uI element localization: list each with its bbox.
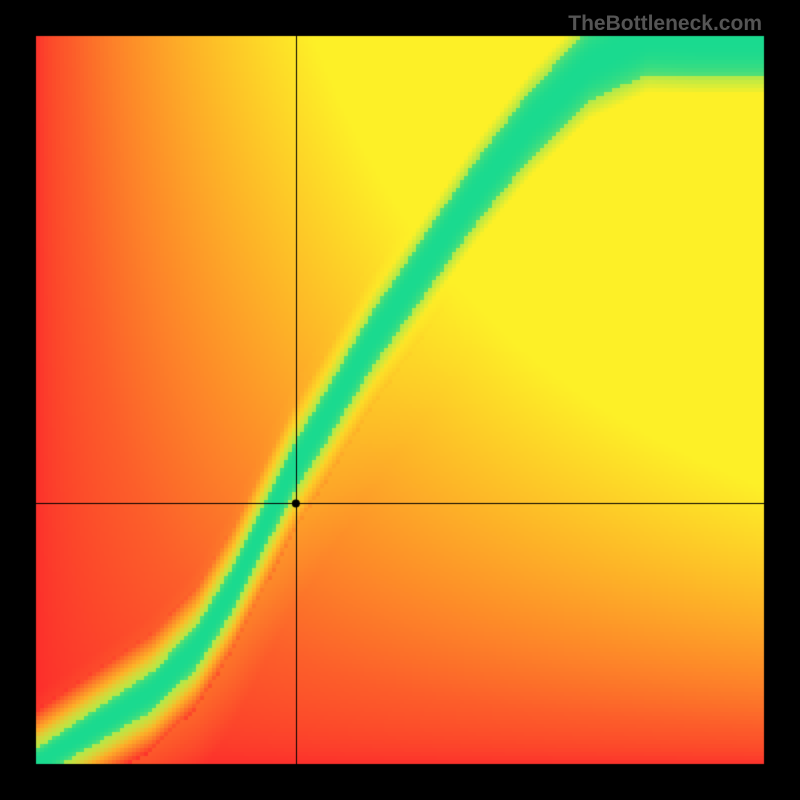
chart-container: TheBottleneck.com xyxy=(0,0,800,800)
bottleneck-heatmap xyxy=(0,0,800,800)
